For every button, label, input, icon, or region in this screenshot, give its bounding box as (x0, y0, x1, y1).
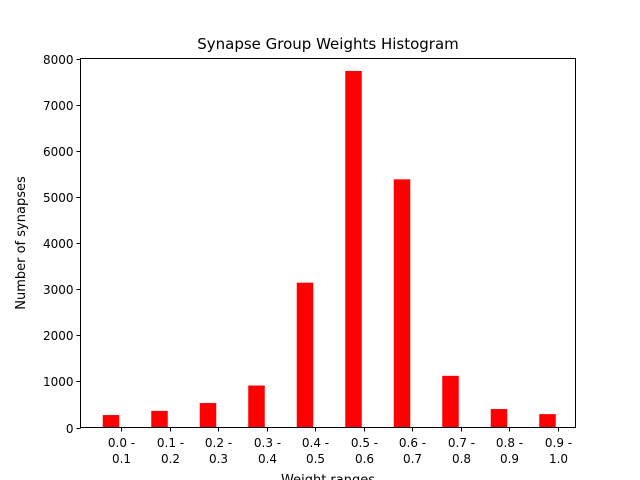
x-tick-label-3: 0.3 -0.4 (254, 436, 281, 466)
x-axis: 0.0 -0.1 0.1 -0.2 0.2 -0.3 0.3 -0.4 0.4 -0.5… (108, 427, 572, 466)
y-axis: 0 1000 2000 3000 4000 5000 6000 7000 8000 (43, 53, 81, 436)
plot-frame (80, 58, 576, 428)
bar-8 (490, 409, 508, 428)
bars-group (102, 70, 556, 428)
bar-3 (248, 385, 265, 428)
y-tick-label-8: 8000 (43, 53, 74, 67)
x-tick-label-2: 0.2 -0.3 (205, 436, 232, 466)
y-tick-label-7: 7000 (43, 99, 74, 113)
x-tick-label-7: 0.7 -0.8 (448, 436, 475, 466)
y-tick-label-2: 2000 (43, 329, 74, 343)
bar-6 (393, 179, 411, 428)
chart-title: Synapse Group Weights Histogram (197, 35, 459, 53)
y-tick-label-6: 6000 (43, 145, 74, 159)
x-tick-label-5: 0.5 -0.6 (351, 436, 378, 466)
x-tick-label-8: 0.8 -0.9 (496, 436, 523, 466)
bar-9 (539, 414, 556, 428)
x-tick-label-6: 0.6 -0.7 (399, 436, 426, 466)
bar-5 (345, 70, 362, 428)
x-tick-label-0: 0.0 -0.1 (108, 436, 135, 466)
y-tick-label-5: 5000 (43, 191, 74, 205)
y-tick-label-0: 0 (66, 422, 74, 436)
y-axis-label: Number of synapses (14, 176, 29, 310)
bar-4 (296, 282, 314, 428)
x-tick-label-4: 0.4 -0.5 (302, 436, 329, 466)
bar-0 (102, 415, 120, 428)
y-tick-label-3: 3000 (43, 283, 74, 297)
bar-2 (199, 403, 217, 428)
y-tick-label-4: 4000 (43, 237, 74, 251)
bar-1 (151, 410, 168, 428)
bar-7 (442, 375, 459, 428)
y-tick-label-1: 1000 (43, 375, 74, 389)
x-tick-label-9: 0.9 -1.0 (545, 436, 572, 466)
x-axis-label: Weight ranges (281, 473, 375, 480)
x-tick-label-1: 0.1 -0.2 (157, 436, 184, 466)
